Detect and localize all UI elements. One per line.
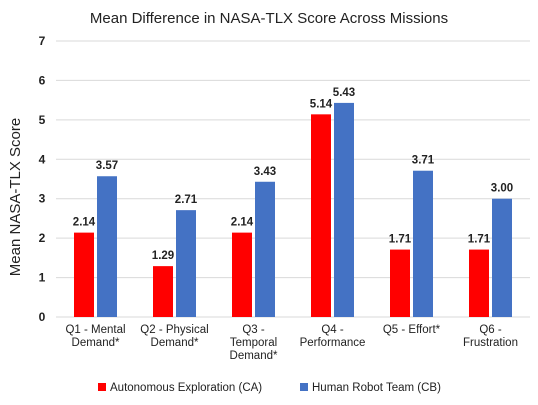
y-tick-label: 2 [39, 231, 46, 245]
x-tick-label: Q6 - [479, 324, 502, 336]
gridlines [56, 40, 530, 318]
x-tick-label: Frustration [463, 337, 518, 349]
data-label: 2.14 [231, 217, 254, 229]
legend-swatch [300, 383, 308, 391]
data-label: 3.71 [412, 155, 435, 167]
y-tick-label: 7 [39, 34, 46, 48]
y-tick-label: 5 [39, 113, 46, 127]
x-tick-label: Q4 - [321, 324, 344, 336]
y-tick-label: 3 [39, 192, 46, 206]
bar-series2 [97, 176, 117, 317]
bar-series2 [176, 210, 196, 317]
legend: Autonomous Exploration (CA) Human Robot T… [98, 382, 441, 394]
data-label: 2.71 [175, 194, 198, 206]
bar-series1 [311, 114, 331, 317]
y-tick-label: 0 [39, 310, 46, 324]
y-tick-label: 4 [39, 152, 46, 166]
x-tick-label: Performance [300, 337, 366, 349]
data-label: 5.14 [310, 98, 333, 110]
x-tick-label: Demand* [230, 350, 278, 362]
data-label: 1.29 [152, 250, 174, 262]
data-label: 2.14 [73, 217, 96, 229]
x-tick-label: Q5 - Effort* [383, 324, 441, 336]
data-label: 3.57 [96, 160, 118, 172]
legend-label: Human Robot Team (CB) [312, 382, 441, 394]
chart-title: Mean Difference in NASA-TLX Score Across… [90, 10, 448, 27]
bar-series2 [255, 181, 275, 317]
bar-series2 [413, 170, 433, 317]
bar-series2 [492, 198, 512, 317]
bar-series1 [469, 249, 489, 317]
x-tick-label: Demand* [72, 337, 120, 349]
bar-series1 [74, 232, 94, 317]
y-tick-label: 6 [39, 73, 46, 87]
data-label: 1.71 [468, 234, 491, 246]
y-tick-label: 1 [39, 271, 46, 285]
y-axis-label: Mean NASA-TLX Score [7, 118, 24, 276]
bars [74, 102, 512, 317]
x-tick-label: Temporal [230, 337, 277, 349]
bar-series2 [334, 102, 354, 317]
data-label: 1.71 [389, 234, 412, 246]
data-labels: 2.14 3.57 1.29 2.71 2.14 3.43 5.145.43 1.71 3.71… [73, 87, 513, 262]
x-tick-label: Demand* [151, 337, 199, 349]
y-tick-labels: 0 1 2 3 4 5 6 7 [39, 34, 46, 324]
legend-label: Autonomous Exploration (CA) [110, 382, 262, 394]
x-tick-label: Q3 - [242, 324, 265, 336]
bar-series1 [390, 249, 410, 317]
x-tick-label: Q1 - Mental [65, 324, 125, 336]
data-label: 3.43 [254, 166, 276, 178]
data-label: 3.00 [491, 183, 513, 195]
bar-series1 [232, 232, 252, 317]
data-label: 5.43 [333, 87, 355, 99]
bar-series1 [153, 266, 173, 317]
x-tick-label: Q2 - Physical [140, 324, 208, 336]
legend-swatch [98, 383, 106, 391]
